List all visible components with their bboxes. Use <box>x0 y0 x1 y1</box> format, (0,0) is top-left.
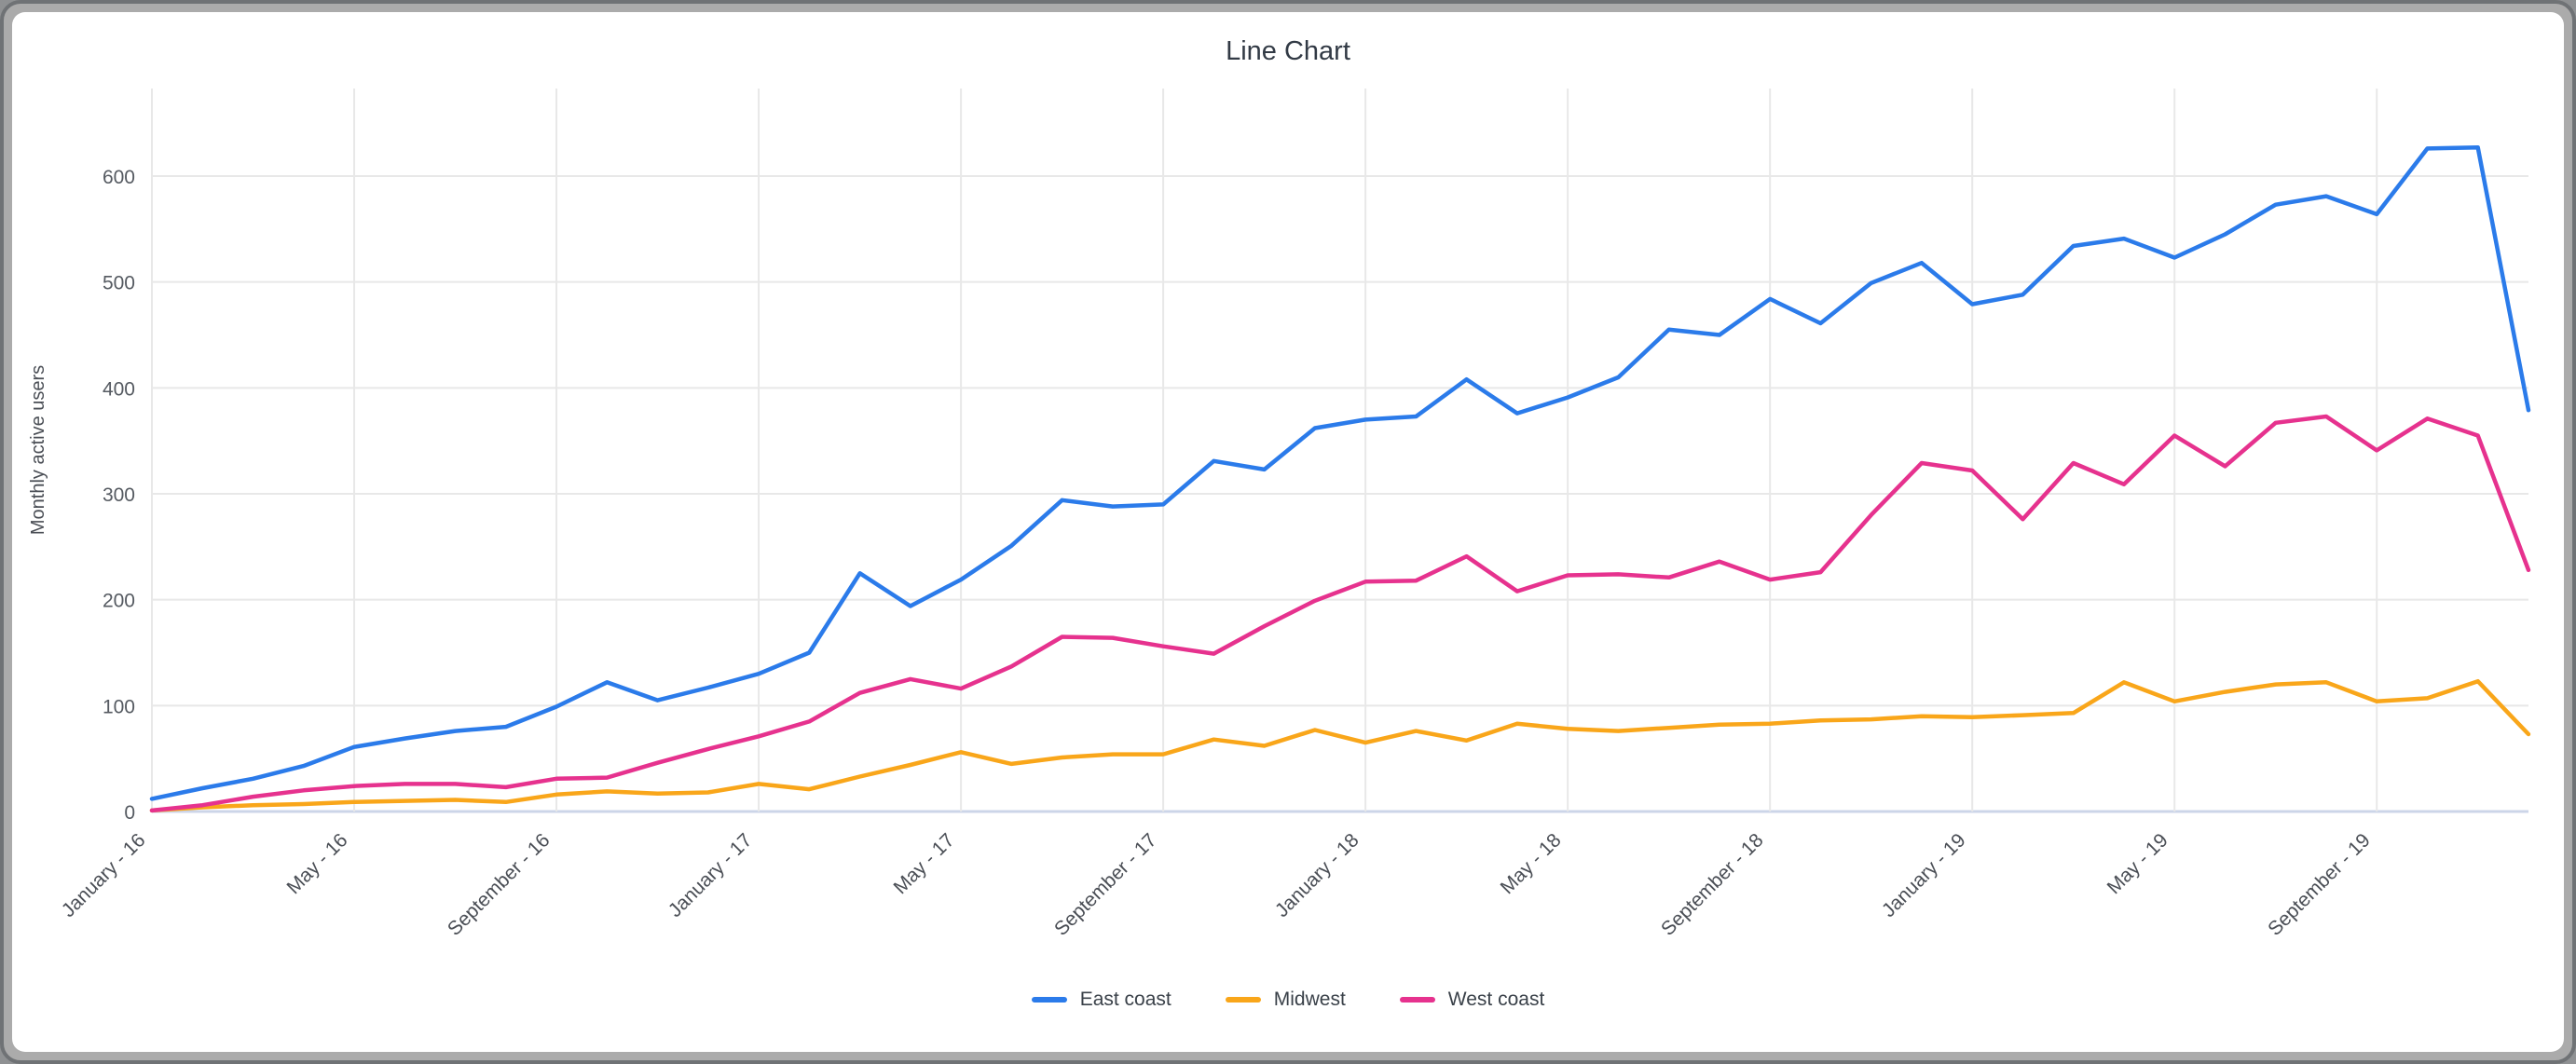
y-tick-label: 400 <box>103 378 135 400</box>
x-tick-label: January - 19 <box>1878 829 1970 921</box>
series-line-west-coast <box>149 414 2531 813</box>
x-tick-label: September - 18 <box>1657 829 1768 940</box>
legend-swatch-icon <box>1399 997 1435 1003</box>
y-axis-title: Monthly active users <box>28 365 48 535</box>
y-tick-label: 600 <box>103 167 135 188</box>
series-line-east-coast <box>149 145 2531 801</box>
chart-panel: Line Chart 0 100 200 300 400 500 600 January - … <box>12 12 2564 1052</box>
x-tick-label: January - 18 <box>1271 829 1363 921</box>
legend-item-west-coast[interactable]: West coast <box>1399 989 1545 1011</box>
x-tick-label: January - 17 <box>665 829 757 921</box>
legend-swatch-icon <box>1031 997 1067 1003</box>
x-tick-label: September - 16 <box>444 829 555 940</box>
chart-canvas: 0 100 200 300 400 500 600 January - 16 May - 16 S… <box>28 89 2531 940</box>
legend-item-label: Midwest <box>1273 989 1346 1010</box>
legend-item-label: East coast <box>1079 989 1172 1010</box>
x-tick-label: May - 16 <box>283 829 352 898</box>
legend-item-midwest[interactable]: Midwest <box>1225 989 1346 1011</box>
series-line-midwest <box>149 678 2531 813</box>
x-tick-label: May - 18 <box>1497 829 1566 898</box>
legend-item-label: West coast <box>1447 989 1545 1010</box>
legend-swatch-icon <box>1225 997 1261 1003</box>
x-tick-label: May - 17 <box>890 829 959 898</box>
x-tick-label: September - 17 <box>1050 829 1161 940</box>
y-tick-label: 300 <box>103 484 135 506</box>
legend-item-east-coast[interactable]: East coast <box>1031 989 1172 1011</box>
chart-title: Line Chart <box>1226 36 1350 66</box>
y-tick-label: 100 <box>103 696 135 717</box>
chart-legend: East coast Midwest West coast <box>12 989 2564 1011</box>
x-tick-label: May - 19 <box>2103 829 2172 898</box>
y-tick-label: 200 <box>103 591 135 612</box>
x-tick-label: January - 16 <box>58 829 150 921</box>
y-tick-label: 500 <box>103 273 135 294</box>
x-tick-label: September - 19 <box>2264 829 2375 940</box>
y-tick-label: 0 <box>124 802 135 824</box>
